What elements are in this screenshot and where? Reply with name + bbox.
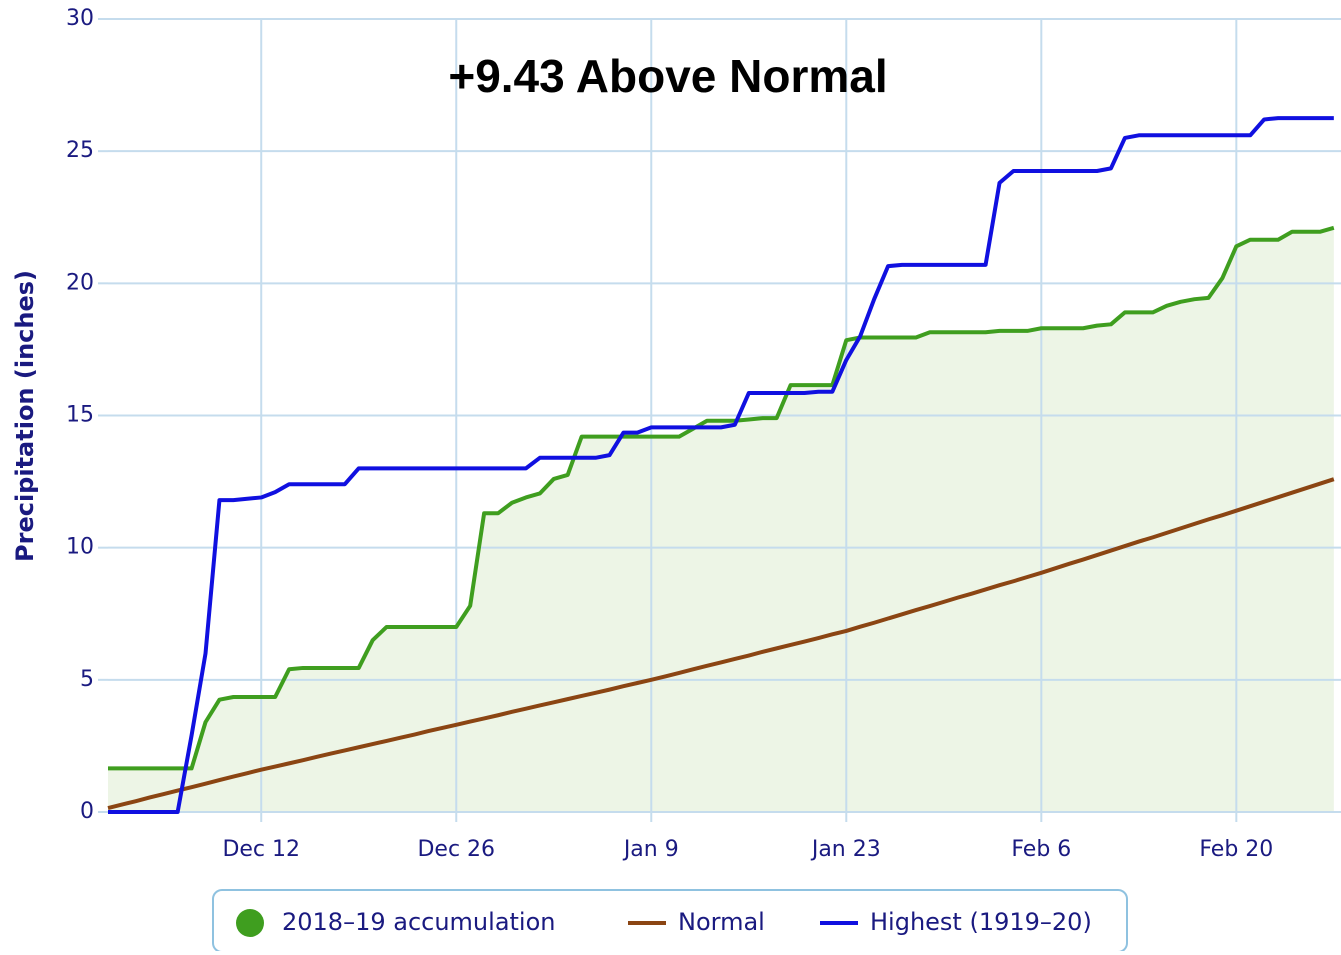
y-tick-label: 25 bbox=[66, 138, 94, 163]
x-tick-label: Feb 20 bbox=[1199, 837, 1273, 862]
x-tick-label: Jan 9 bbox=[622, 837, 679, 862]
y-tick-label: 15 bbox=[66, 403, 94, 428]
y-tick-label: 5 bbox=[80, 667, 94, 692]
y-tick-label: 30 bbox=[66, 6, 94, 31]
chart-title: +9.43 Above Normal bbox=[448, 50, 887, 102]
line bbox=[108, 225, 1335, 771]
y-tick-label: 0 bbox=[80, 799, 94, 824]
legend-label: 2018–19 accumulation bbox=[282, 908, 556, 936]
x-tick-label: Dec 26 bbox=[417, 837, 495, 862]
y-tick-label: 20 bbox=[66, 270, 94, 295]
plot-area bbox=[108, 227, 1334, 812]
legend-label: Highest (1919–20) bbox=[870, 908, 1092, 936]
x-tick-label: Feb 6 bbox=[1011, 837, 1071, 862]
y-tick-label: 10 bbox=[66, 535, 94, 560]
x-tick-label: Dec 12 bbox=[222, 837, 300, 862]
legend-label: Normal bbox=[678, 908, 765, 936]
y-axis-label: Precipitation (inches) bbox=[11, 270, 39, 562]
x-tick-label: Jan 23 bbox=[810, 837, 881, 862]
line bbox=[107, 477, 1335, 810]
line bbox=[108, 116, 1334, 814]
legend-marker bbox=[236, 909, 264, 937]
area bbox=[108, 227, 1334, 812]
